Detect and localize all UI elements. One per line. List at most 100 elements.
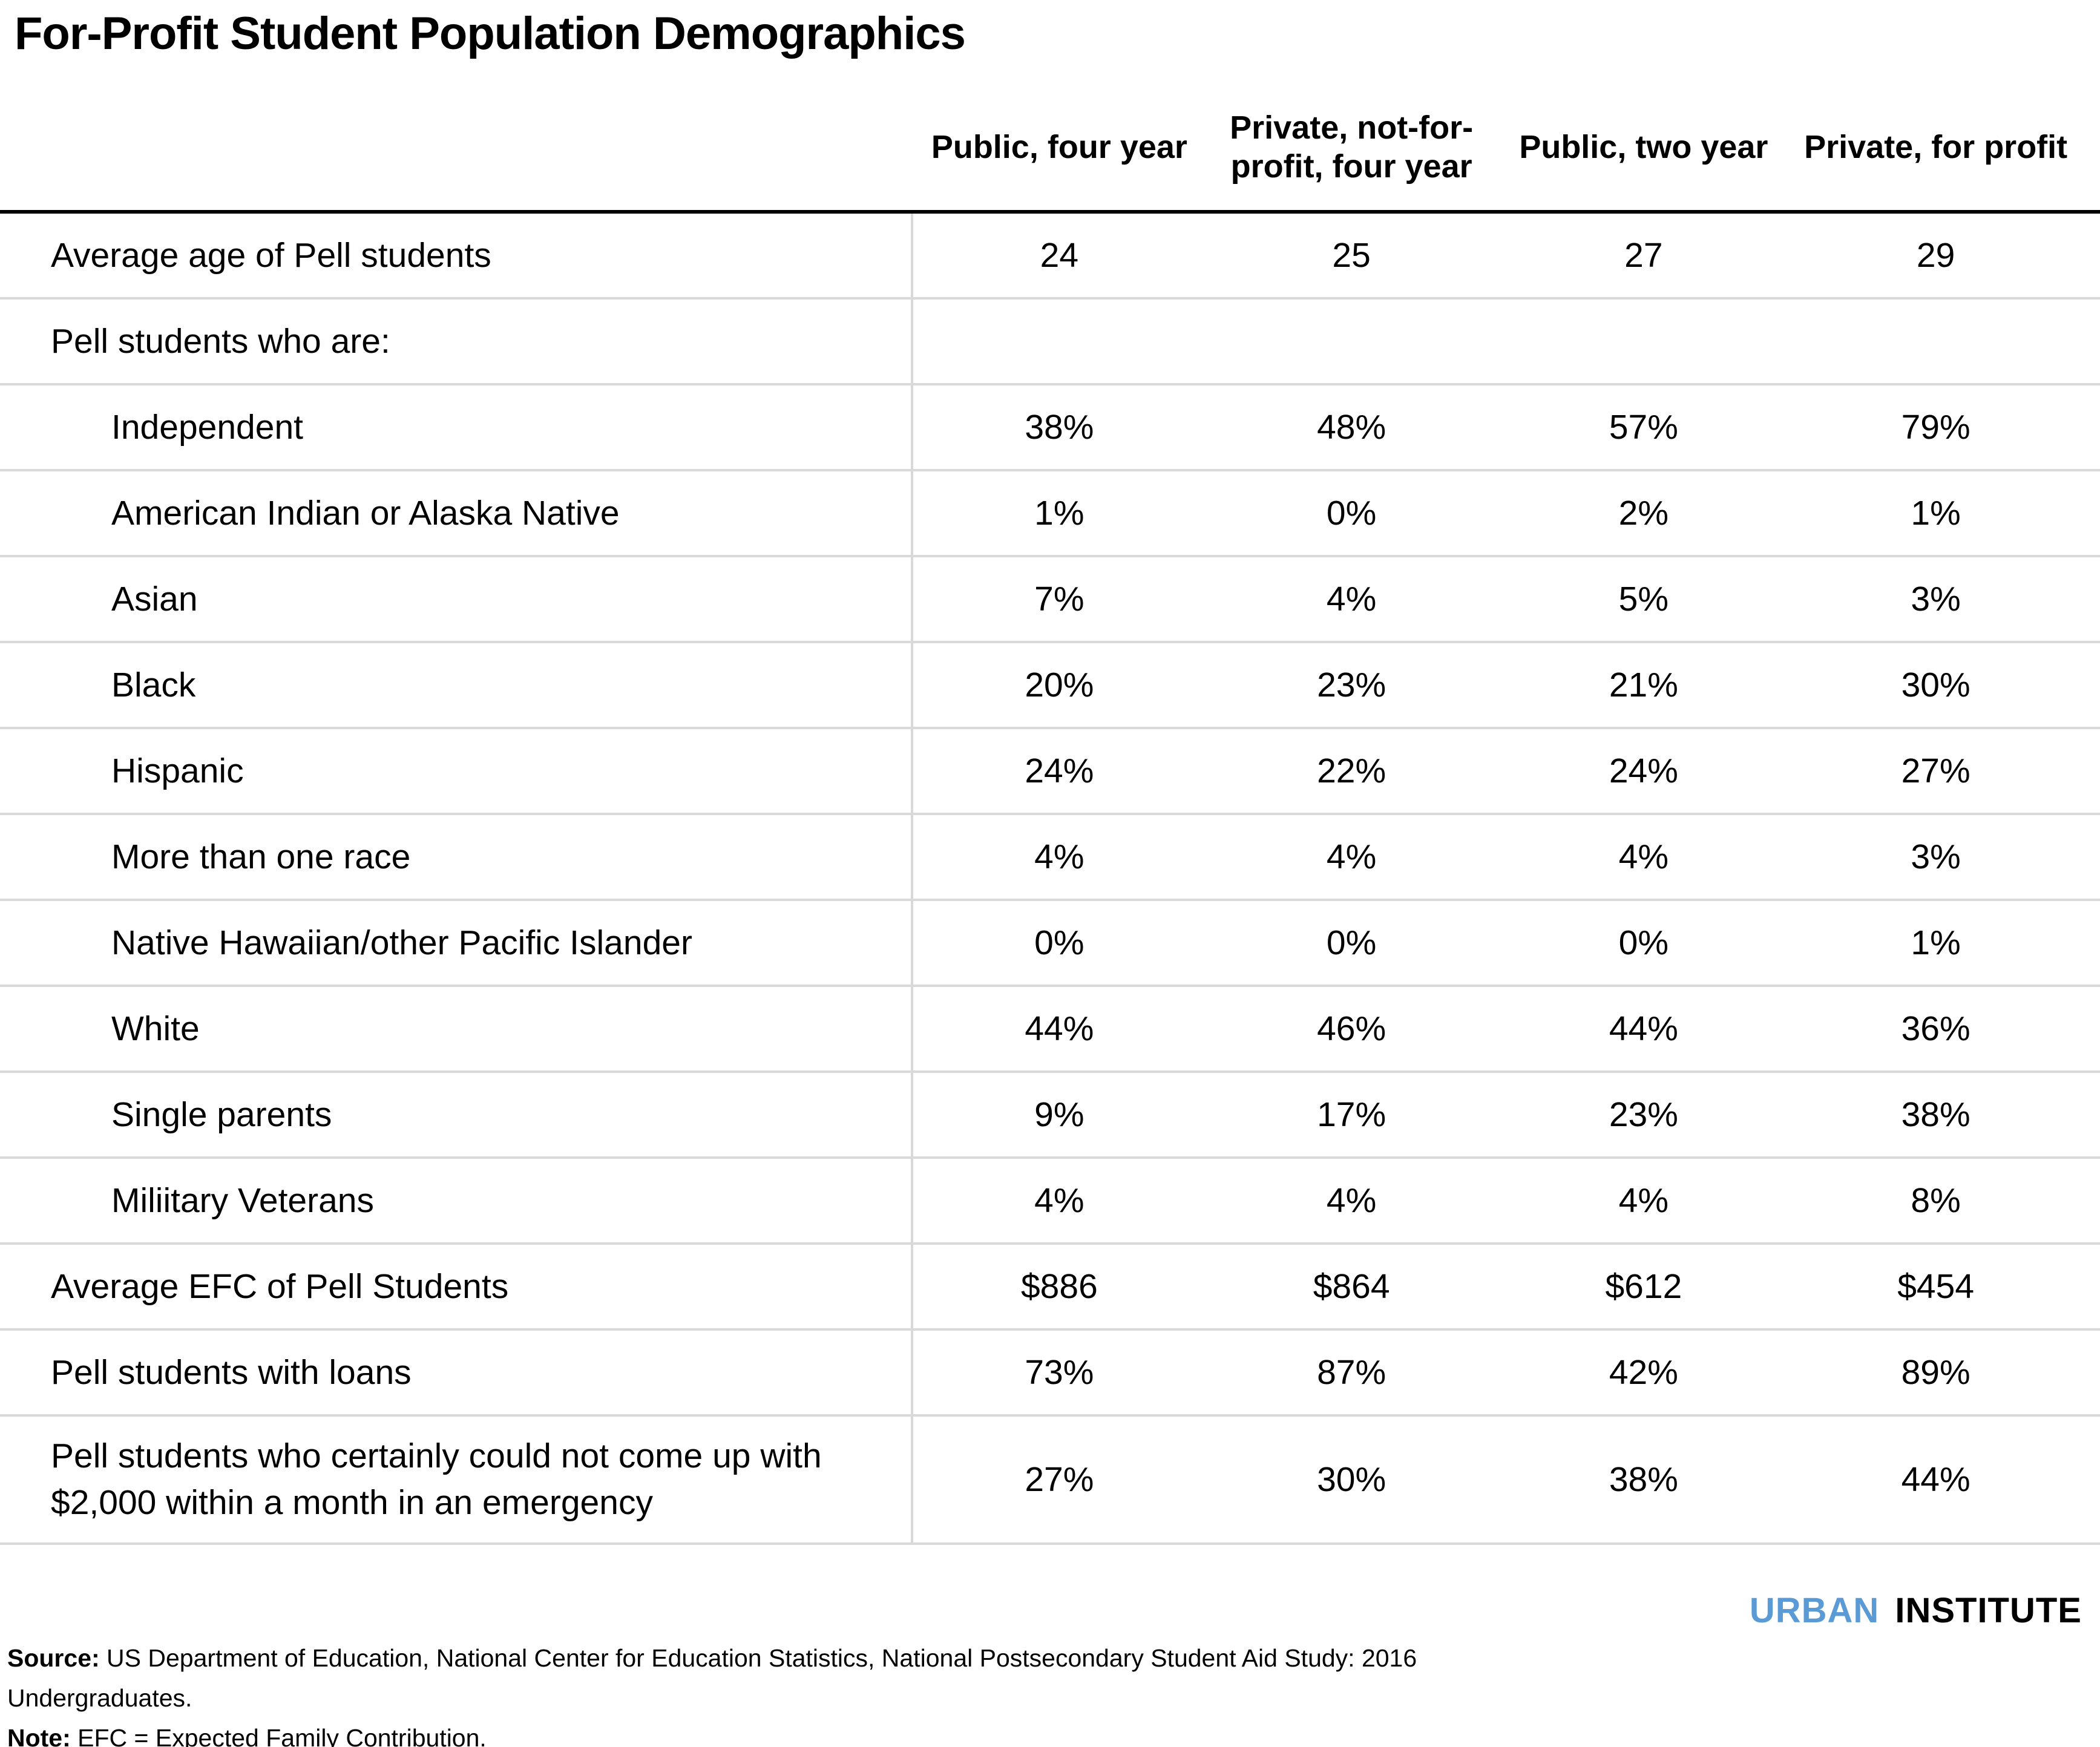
cell-value: 4% <box>1034 837 1084 876</box>
source-text: Source: US Department of Education, Nati… <box>7 1638 2100 1718</box>
cell-value: 1% <box>1911 494 1961 533</box>
table-row: Miliitary Veterans 4% 4% 4% 8% <box>0 1159 2100 1245</box>
table-row: Black 20% 23% 21% 30% <box>0 643 2100 729</box>
cell-value: 89% <box>1901 1353 1970 1392</box>
cell-value: 4% <box>1618 837 1669 876</box>
cell-value: 20% <box>1025 666 1094 704</box>
source-label: Source: <box>7 1644 100 1672</box>
cell-value: 22% <box>1317 752 1386 790</box>
table-row: Pell students with loans 73% 87% 42% 89% <box>0 1331 2100 1417</box>
cell-value: 23% <box>1317 666 1386 704</box>
note-text: Note: EFC = Expected Family Contribution… <box>7 1718 2100 1747</box>
cell-value: 30% <box>1901 666 1970 704</box>
cell-value: 73% <box>1025 1353 1094 1392</box>
cell-value: 27 <box>1624 236 1663 275</box>
cell-value: 1% <box>1911 923 1961 962</box>
table-row: Average age of Pell students 24 25 27 29 <box>0 214 2100 300</box>
cell-value: $454 <box>1897 1267 1975 1306</box>
cell-value: 79% <box>1901 408 1970 447</box>
row-label: Hispanic <box>0 729 913 813</box>
cell-value: 4% <box>1618 1181 1669 1220</box>
cell-value: 38% <box>1609 1460 1678 1499</box>
logo-word-institute: INSTITUTE <box>1895 1591 2082 1630</box>
table-row: More than one race 4% 4% 4% 3% <box>0 815 2100 901</box>
cell-value: 4% <box>1326 1181 1377 1220</box>
column-header-private-nonprofit-four-year: Private, not-for-profit, four year <box>1230 109 1474 185</box>
table-row: American Indian or Alaska Native 1% 0% 2… <box>0 471 2100 557</box>
cell-value: 27% <box>1901 752 1970 790</box>
table-row: Pell students who certainly could not co… <box>0 1417 2100 1545</box>
cell-value: 24% <box>1025 752 1094 790</box>
cell-value: 38% <box>1901 1095 1970 1134</box>
row-label: Asian <box>0 557 913 641</box>
cell-value: 5% <box>1618 580 1669 618</box>
source-line2: Undergraduates. <box>7 1684 192 1712</box>
table-row: White 44% 46% 44% 36% <box>0 987 2100 1073</box>
cell-value: 46% <box>1317 1009 1386 1048</box>
table-header-row: Public, four year Private, not-for-profi… <box>0 85 2100 214</box>
cell-value: 0% <box>1618 923 1669 962</box>
cell-value: 27% <box>1025 1460 1094 1499</box>
cell-value: $864 <box>1313 1267 1390 1306</box>
cell-value: 23% <box>1609 1095 1678 1134</box>
cell-value: 24% <box>1609 752 1678 790</box>
cell-value: 29 <box>1916 236 1955 275</box>
row-label: More than one race <box>0 815 913 899</box>
table-row: Average EFC of Pell Students $886 $864 $… <box>0 1245 2100 1331</box>
cell-value: 3% <box>1911 837 1961 876</box>
source-line1: US Department of Education, National Cen… <box>99 1644 1417 1672</box>
note-body: EFC = Expected Family Contribution. <box>70 1724 487 1747</box>
cell-value: 3% <box>1911 580 1961 618</box>
logo-word-urban: URBAN <box>1749 1591 1880 1630</box>
cell-value: 0% <box>1034 923 1084 962</box>
cell-value: 21% <box>1609 666 1678 704</box>
cell-value: 57% <box>1609 408 1678 447</box>
row-label: Pell students who are: <box>0 300 913 383</box>
cell-value <box>1498 300 1790 383</box>
cell-value: 7% <box>1034 580 1084 618</box>
row-label: Pell students with loans <box>0 1331 913 1414</box>
column-header-public-two-year: Public, two year <box>1519 128 1768 165</box>
row-label: Single parents <box>0 1073 913 1156</box>
cell-value: $886 <box>1020 1267 1098 1306</box>
row-label: Pell students who certainly could not co… <box>0 1417 913 1542</box>
cell-value: $612 <box>1605 1267 1682 1306</box>
cell-value: 17% <box>1317 1095 1386 1134</box>
cell-value: 9% <box>1034 1095 1084 1134</box>
cell-value: 36% <box>1901 1009 1970 1048</box>
cell-value: 2% <box>1618 494 1669 533</box>
row-label: Black <box>0 643 913 727</box>
cell-value <box>1790 300 2082 383</box>
row-label: Independent <box>0 385 913 469</box>
row-label: American Indian or Alaska Native <box>0 471 913 555</box>
cell-value: 42% <box>1609 1353 1678 1392</box>
note-label: Note: <box>7 1724 71 1747</box>
cell-value: 44% <box>1901 1460 1970 1499</box>
row-label: Miliitary Veterans <box>0 1159 913 1242</box>
cell-value: 4% <box>1034 1181 1084 1220</box>
cell-value: 4% <box>1326 580 1377 618</box>
row-label: Native Hawaiian/other Pacific Islander <box>0 901 913 985</box>
cell-value: 0% <box>1326 923 1377 962</box>
row-label: Average EFC of Pell Students <box>0 1245 913 1328</box>
cell-value: 24 <box>1040 236 1079 275</box>
cell-value <box>1206 300 1498 383</box>
column-header-public-four-year: Public, four year <box>931 128 1187 165</box>
cell-value: 4% <box>1326 837 1377 876</box>
table-row: Native Hawaiian/other Pacific Islander 0… <box>0 901 2100 987</box>
table-row: Independent 38% 48% 57% 79% <box>0 385 2100 471</box>
page-title: For-Profit Student Population Demographi… <box>15 8 966 59</box>
table-row: Hispanic 24% 22% 24% 27% <box>0 729 2100 815</box>
cell-value: 38% <box>1025 408 1094 447</box>
urban-institute-logo: URBAN INSTITUTE <box>0 1593 2082 1628</box>
cell-value: 8% <box>1911 1181 1961 1220</box>
cell-value: 87% <box>1317 1353 1386 1392</box>
cell-value: 25 <box>1332 236 1371 275</box>
table-row: Asian 7% 4% 5% 3% <box>0 557 2100 643</box>
row-label: White <box>0 987 913 1070</box>
table-row: Pell students who are: <box>0 300 2100 385</box>
row-label: Average age of Pell students <box>0 214 913 297</box>
cell-value: 48% <box>1317 408 1386 447</box>
cell-value: 1% <box>1034 494 1084 533</box>
cell-value <box>913 300 1206 383</box>
